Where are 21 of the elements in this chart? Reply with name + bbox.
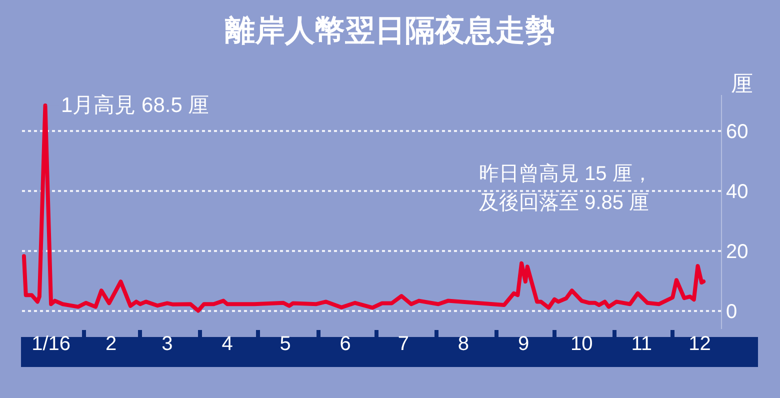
x-tick-label: 10 xyxy=(570,333,593,355)
x-tick-label: 5 xyxy=(280,333,291,355)
y-tick-label: 0 xyxy=(726,301,738,323)
annotation: 及後回落至 9.85 厘 xyxy=(479,192,650,214)
x-tick-label: 3 xyxy=(162,333,173,355)
y-tick-label: 60 xyxy=(726,121,748,143)
y-tick-label: 40 xyxy=(726,181,748,203)
x-tick-label: 6 xyxy=(340,333,351,355)
annotation: 昨日曾高見 15 厘， xyxy=(479,162,652,185)
y-tick-label: 20 xyxy=(726,241,748,263)
y-axis-title: 厘 xyxy=(731,71,753,96)
x-tick-label: 1/16 xyxy=(32,333,71,355)
x-tick-label: 8 xyxy=(458,333,470,355)
x-tick-label: 4 xyxy=(222,333,233,355)
x-tick-label: 2 xyxy=(106,333,117,355)
x-tick-label: 12 xyxy=(688,333,711,355)
annotation: 1月高見 68.5 厘 xyxy=(61,94,210,117)
x-tick-label: 11 xyxy=(631,333,652,355)
chart-title: 離岸人幣翌日隔夜息走勢 xyxy=(224,14,555,48)
x-tick-label: 7 xyxy=(398,333,410,355)
x-tick-label: 9 xyxy=(518,333,530,355)
